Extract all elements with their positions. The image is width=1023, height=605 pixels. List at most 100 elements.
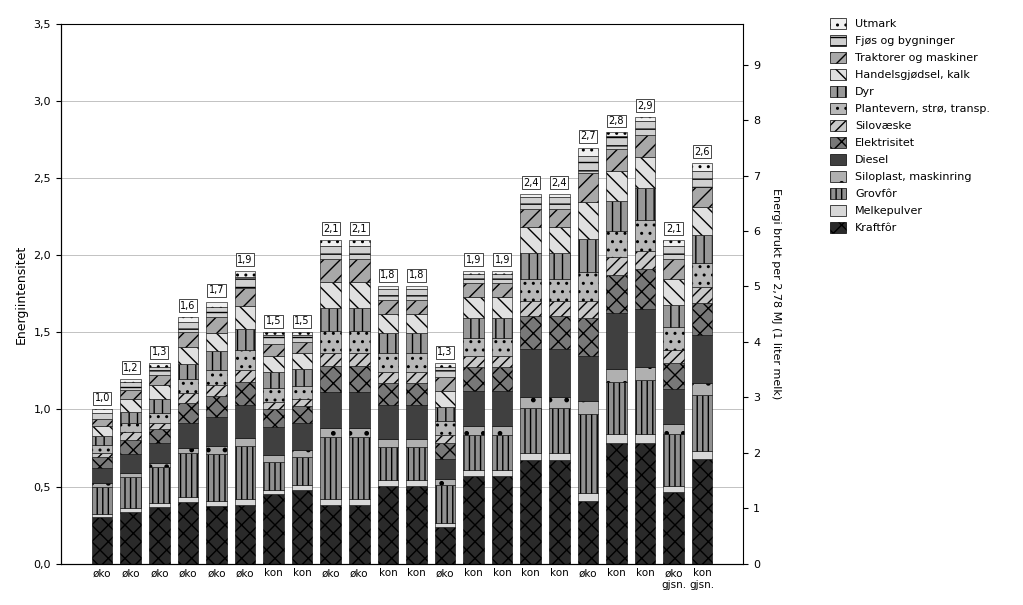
Bar (463, 356, 484, 367)
Bar (492, 356, 513, 367)
Bar (121, 440, 141, 454)
Bar (606, 434, 627, 443)
Bar (92, 413, 113, 419)
Bar (578, 493, 598, 501)
Text: 1,5: 1,5 (266, 316, 281, 326)
Text: 2,4: 2,4 (551, 178, 567, 188)
Bar (121, 433, 141, 440)
Bar (492, 435, 513, 470)
Bar (320, 282, 341, 308)
Bar (463, 273, 484, 283)
Bar (320, 505, 341, 563)
Bar (692, 335, 712, 384)
Text: 2,1: 2,1 (352, 224, 367, 234)
Bar (292, 422, 312, 450)
Bar (121, 423, 141, 433)
Bar (578, 156, 598, 172)
Bar (234, 306, 256, 329)
Bar (349, 308, 369, 330)
Bar (349, 428, 369, 437)
Bar (263, 356, 284, 371)
Bar (549, 279, 570, 301)
Bar (606, 257, 627, 275)
Legend: Utmark, Fjøs og bygninger, Traktorer og maskiner, Handelsgjødsel, kalk, Dyr, Pla: Utmark, Fjøs og bygninger, Traktorer og … (826, 13, 994, 238)
Bar (406, 353, 427, 372)
Bar (606, 275, 627, 313)
Bar (263, 494, 284, 563)
Bar (149, 385, 170, 399)
Bar (234, 437, 256, 446)
Bar (521, 194, 541, 197)
Bar (149, 367, 170, 375)
Bar (149, 363, 170, 367)
Bar (463, 283, 484, 297)
Bar (207, 454, 227, 501)
Bar (663, 492, 683, 563)
Bar (406, 486, 427, 563)
Text: 1,2: 1,2 (123, 362, 138, 373)
Bar (578, 239, 598, 272)
Bar (463, 476, 484, 563)
Bar (92, 410, 113, 413)
Bar (578, 501, 598, 563)
Bar (207, 417, 227, 446)
Bar (263, 344, 284, 356)
Bar (149, 463, 170, 468)
Bar (149, 443, 170, 463)
Bar (377, 333, 398, 353)
Bar (463, 391, 484, 426)
Bar (349, 499, 369, 505)
Bar (292, 450, 312, 457)
Bar (406, 405, 427, 439)
Bar (320, 260, 341, 282)
Bar (492, 367, 513, 391)
Bar (692, 187, 712, 207)
Bar (320, 392, 341, 428)
Bar (349, 260, 369, 282)
Bar (634, 443, 656, 563)
Text: 2,1: 2,1 (323, 224, 339, 234)
Bar (377, 286, 398, 289)
Bar (263, 489, 284, 494)
Bar (692, 451, 712, 459)
Bar (521, 209, 541, 227)
Bar (634, 157, 656, 188)
Bar (234, 350, 256, 370)
Bar (149, 508, 170, 563)
Bar (121, 379, 141, 382)
Bar (521, 253, 541, 279)
Bar (377, 480, 398, 486)
Text: 1,3: 1,3 (151, 347, 167, 357)
Bar (292, 457, 312, 485)
Bar (463, 318, 484, 338)
Text: 2,8: 2,8 (609, 116, 624, 126)
Bar (606, 443, 627, 563)
Bar (178, 379, 198, 393)
Bar (377, 439, 398, 447)
Text: 1,9: 1,9 (494, 255, 509, 264)
Bar (92, 445, 113, 453)
Bar (263, 462, 284, 489)
Bar (521, 408, 541, 453)
Text: 1,6: 1,6 (180, 301, 195, 311)
Bar (178, 393, 198, 404)
Bar (377, 486, 398, 563)
Bar (406, 372, 427, 384)
Bar (234, 505, 256, 563)
Bar (377, 300, 398, 314)
Bar (549, 209, 570, 227)
Bar (492, 318, 513, 338)
Bar (578, 356, 598, 401)
Text: 1,3: 1,3 (437, 347, 453, 357)
Bar (521, 316, 541, 349)
Bar (549, 316, 570, 349)
Bar (606, 382, 627, 434)
Bar (492, 283, 513, 297)
Bar (349, 246, 369, 260)
Bar (606, 231, 627, 257)
Bar (634, 135, 656, 157)
Bar (521, 197, 541, 209)
Bar (521, 453, 541, 460)
Text: 1,8: 1,8 (381, 270, 396, 280)
Bar (349, 240, 369, 246)
